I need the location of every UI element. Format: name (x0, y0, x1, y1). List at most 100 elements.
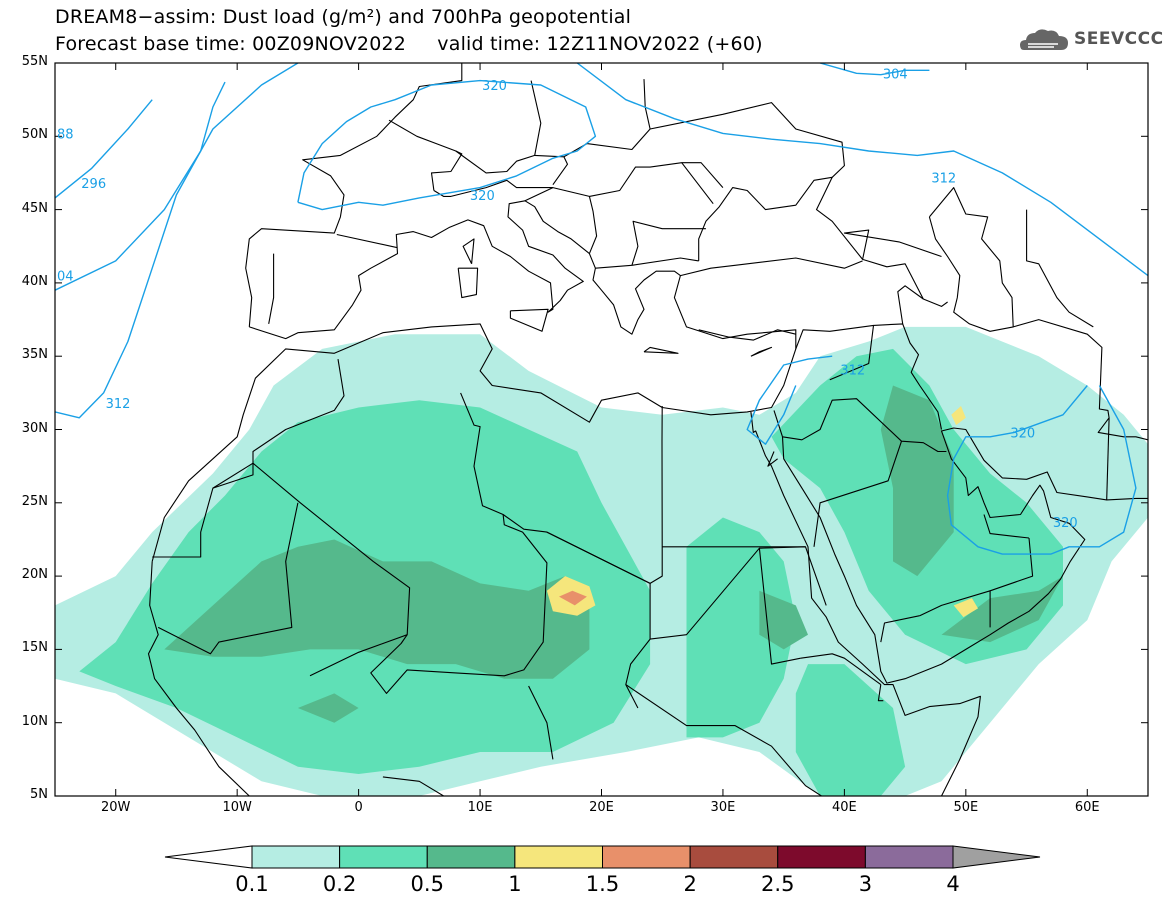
colorbar-segment (514, 845, 603, 869)
geopotential-contours (55, 63, 1148, 555)
contour-label: 312 (840, 363, 865, 378)
contour-line-6 (746, 355, 833, 445)
lon-label: 20E (589, 800, 614, 815)
contour-label: 320 (482, 79, 507, 94)
axis-ticks (55, 62, 1148, 797)
lat-label: 55N (21, 54, 48, 69)
dust-dark-region-1 (759, 590, 808, 650)
coastline-14 (767, 451, 778, 467)
lon-label: 20W (101, 800, 131, 815)
coastline-0 (151, 257, 863, 562)
lat-label: 30N (21, 420, 48, 436)
coastline-51 (530, 80, 542, 156)
coastline-45 (631, 220, 706, 266)
coastline-28 (800, 653, 882, 686)
colorbar-segment (602, 845, 691, 869)
contour-labels: 88 296 04 312 320 320 304 312 312 320 320 (57, 67, 1078, 531)
coastline-35 (989, 537, 1034, 628)
lat-label: 10N (21, 713, 48, 729)
coastline-3 (245, 63, 463, 327)
dust-dark-region-4 (297, 693, 359, 723)
contour-label: 304 (883, 67, 908, 82)
coastline-2 (382, 776, 445, 796)
coastlines (147, 63, 1148, 796)
coastline-9 (698, 176, 864, 261)
contour-label: 320 (470, 189, 495, 204)
dust-yellow-region-1 (953, 598, 978, 618)
coastline-43 (843, 229, 942, 300)
coastline-17 (698, 329, 796, 341)
colorbar-label: 1 (508, 872, 522, 896)
lon-label: 40E (831, 800, 857, 815)
forecast-time: Forecast base time: 00Z09NOV2022 valid t… (55, 33, 763, 55)
dust-orange-region-0 (559, 590, 587, 606)
contour-line-3 (297, 79, 597, 211)
lat-label: 15N (21, 640, 48, 656)
coastline-23 (546, 531, 651, 584)
coastline-39 (897, 285, 948, 324)
colorbar-segment (251, 845, 341, 869)
contour-label: 320 (1053, 516, 1078, 531)
coastline-49 (388, 119, 463, 191)
coastline-4 (249, 200, 681, 340)
lat-label: 45N (21, 200, 48, 216)
dust-yellow-region-2 (951, 406, 966, 426)
contour-line-5 (576, 63, 1148, 277)
contour-label: 312 (106, 397, 131, 412)
coastline-44 (595, 257, 699, 269)
lat-label: 50N (21, 127, 48, 143)
dust-dark-region-0 (164, 539, 590, 679)
colorbar-segment (864, 845, 954, 869)
coastline-19 (212, 359, 345, 489)
coastline-55 (649, 102, 845, 178)
colorbar-min-arrow (164, 845, 253, 869)
contour-label: 296 (81, 177, 106, 192)
coastline-40 (1013, 319, 1148, 441)
logo-text: SEEVCCC (1074, 29, 1164, 49)
coastline-18 (152, 462, 411, 677)
lat-label: 40N (21, 273, 48, 289)
colorbar-label: 3 (858, 872, 873, 896)
coastline-38 (795, 324, 874, 350)
coastline-36 (880, 615, 920, 643)
coastline-5 (509, 308, 549, 332)
coastline-48 (433, 179, 553, 197)
colorbar-label: 2.5 (761, 872, 795, 896)
coastline-22 (502, 514, 651, 709)
coastline-12 (781, 427, 1148, 684)
coastline-37 (919, 590, 991, 617)
colorbar-label: 4 (946, 872, 960, 896)
lat-label: 20N (21, 567, 48, 583)
contour-label: 04 (57, 270, 74, 285)
coastline-20 (157, 502, 299, 655)
coastline-6 (457, 267, 479, 299)
contour-line-0 (55, 99, 153, 199)
coastline-41 (1106, 417, 1110, 500)
coastline-46 (524, 162, 714, 205)
dust-dark-region-3 (941, 576, 1063, 643)
coastline-54 (268, 253, 275, 325)
colorbar-segment (777, 845, 866, 869)
lon-label: 10E (467, 800, 493, 815)
coastline-21 (370, 392, 548, 694)
colorbar-max-arrow (952, 845, 1041, 869)
coastline-29 (758, 548, 801, 665)
coastline-42 (1026, 209, 1094, 328)
lon-label: 50E (953, 800, 979, 815)
coastline-16 (750, 346, 773, 357)
coastline-13 (877, 684, 884, 702)
coastline-47 (588, 196, 598, 254)
coastline-1 (147, 561, 252, 796)
dust-area-dark (164, 385, 1063, 723)
colorbar-segment (339, 845, 428, 869)
contour-label: 320 (1010, 426, 1035, 441)
dust-medium-region-1 (686, 517, 796, 738)
dust-area-high (546, 406, 978, 618)
contour-line-1 (55, 81, 226, 291)
colorbar-segment (689, 845, 779, 869)
lat-label: 25N (21, 493, 48, 509)
coastline-34 (983, 514, 1030, 539)
cloud-icon (1020, 29, 1068, 50)
colorbar-segment (426, 845, 516, 869)
